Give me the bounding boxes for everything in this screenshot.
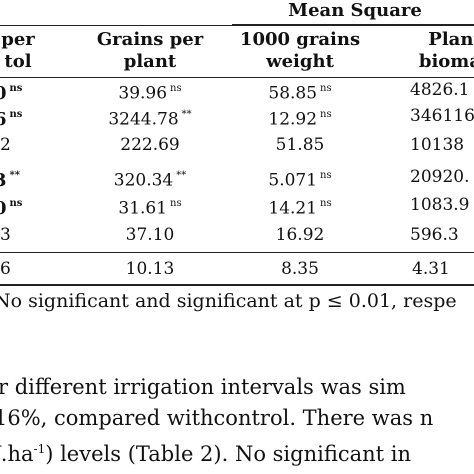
- group-header-mean-square: Mean Square: [288, 0, 422, 21]
- table-row-4-weight: 5.071 ns: [268, 170, 332, 191]
- table-row-7-biomass: 4.31: [412, 259, 450, 279]
- body-text-line-2: 16%, compared withcontrol. There was n: [0, 406, 434, 430]
- table-row-2-grains: 3244.78 **: [108, 109, 192, 130]
- col0-header-line1: per: [1, 29, 35, 50]
- col0-header-line2: tol: [4, 51, 32, 72]
- table-row-2-weight: 12.92 ns: [268, 109, 332, 130]
- table-bottom-rule: [0, 284, 474, 286]
- table-row-5-source: 0 ns: [0, 198, 23, 219]
- table-row-2-biomass: 346116: [410, 106, 474, 126]
- table-row-3-grains: 222.69: [120, 135, 180, 155]
- table-row-4-grains: 320.34 **: [113, 170, 187, 191]
- table-row-6-biomass: 596.3: [410, 225, 459, 245]
- table-row-5-grains: 31.61 ns: [118, 198, 182, 219]
- table-row-7-source: 6: [0, 259, 11, 279]
- table-row-6-source: 3: [0, 225, 11, 245]
- col1-header-line1: Grains per: [96, 29, 204, 50]
- table-row-3-source: 2: [0, 135, 11, 155]
- body-text-line-3: J.ha-1) levels (Table 2). No significant…: [0, 442, 411, 466]
- table-row-4-biomass: 20920.: [410, 167, 470, 187]
- table-footnote: No significant and significant at p ≤ 0.…: [0, 290, 457, 312]
- table-row-5-biomass: 1083.9: [410, 195, 470, 215]
- table-row-7-grains: 10.13: [125, 259, 175, 279]
- table-row-1-source: 0 ns: [0, 83, 23, 104]
- col3-header-line2: biomas: [418, 51, 474, 72]
- col2-header-line2: weight: [266, 51, 334, 72]
- table-row-3-biomass: 10138: [410, 135, 465, 155]
- table-row-6-grains: 37.10: [125, 225, 175, 245]
- table-row-3-weight: 51.85: [275, 135, 325, 155]
- header-bottom-rule: [0, 77, 474, 78]
- table-row-1-weight: 58.85 ns: [268, 83, 332, 104]
- col3-header-line1: Plant: [428, 29, 474, 50]
- table-row-6-weight: 16.92: [275, 225, 325, 245]
- table-row-1-grains: 39.96 ns: [118, 83, 182, 104]
- col1-header-line2: plant: [123, 51, 177, 72]
- table-row-4-source: 3 **: [0, 170, 20, 191]
- col2-header-line1: 1000 grains: [239, 29, 361, 50]
- last-row-top-rule: [0, 252, 474, 253]
- body-text-line-1: r different irrigation intervals was sim: [0, 375, 406, 399]
- table-row-5-weight: 14.21 ns: [268, 198, 332, 219]
- group-header-rule: [232, 24, 474, 25]
- table-row-7-weight: 8.35: [281, 259, 319, 279]
- table-row-1-biomass: 4826.1: [410, 80, 470, 100]
- header-top-rule: [0, 25, 474, 26]
- table-row-2-source: 6 ns: [0, 109, 23, 130]
